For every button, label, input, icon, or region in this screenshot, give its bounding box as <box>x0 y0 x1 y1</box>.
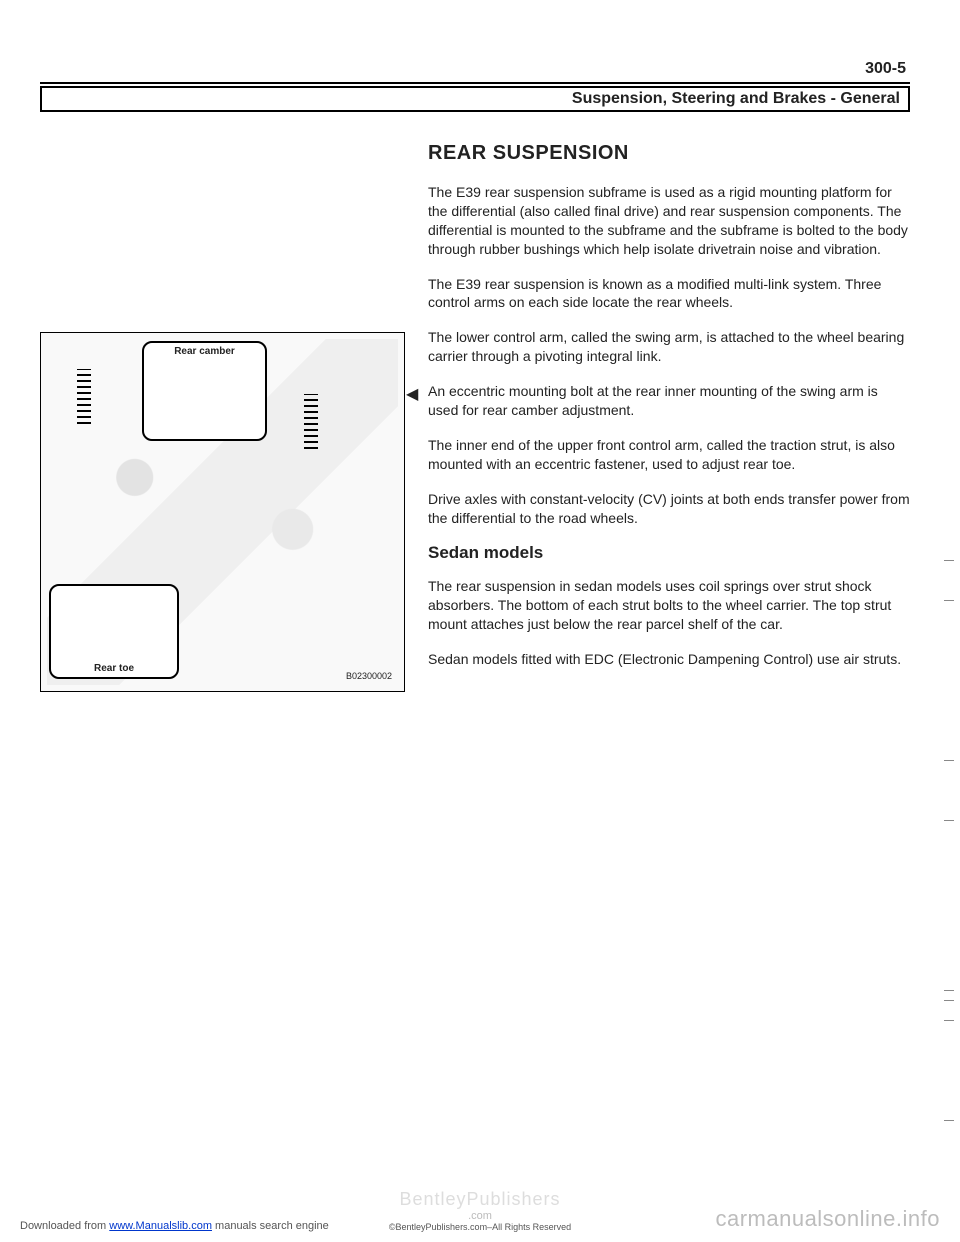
manual-page: 300-5 Suspension, Steering and Brakes - … <box>0 0 960 1242</box>
paragraph-with-callout: ◀ An eccentric mounting bolt at the rear… <box>428 382 910 420</box>
section-title: REAR SUSPENSION <box>428 142 910 165</box>
suspension-figure: Rear camber Rear toe B02300002 <box>40 332 405 692</box>
callout-arrow-icon: ◀ <box>406 384 418 406</box>
header-rule <box>40 82 910 84</box>
footer-link[interactable]: www.Manualslib.com <box>109 1220 212 1232</box>
footer-left-suffix: manuals search engine <box>212 1220 329 1232</box>
tick-mark <box>944 1120 954 1121</box>
coil-spring-icon <box>304 394 318 449</box>
page-number: 300-5 <box>40 60 910 78</box>
tick-mark <box>944 1000 954 1001</box>
right-column: REAR SUSPENSION The E39 rear suspension … <box>428 142 910 692</box>
tick-mark <box>944 990 954 991</box>
figure-drawing: Rear camber Rear toe B02300002 <box>47 339 398 685</box>
footer-left-prefix: Downloaded from <box>20 1220 109 1232</box>
rights-text: ©BentleyPublishers.com–All Rights Reserv… <box>389 1222 571 1232</box>
subsection-title: Sedan models <box>428 543 910 563</box>
paragraph-text: An eccentric mounting bolt at the rear i… <box>428 383 878 418</box>
inset-rear-toe: Rear toe <box>49 584 179 679</box>
inset-camber-label: Rear camber <box>174 346 235 357</box>
paragraph: The lower control arm, called the swing … <box>428 328 910 366</box>
coil-spring-icon <box>77 369 91 424</box>
publisher-ghost: BentleyPublishers <box>389 1189 571 1210</box>
paragraph: The rear suspension in sedan models uses… <box>428 577 910 634</box>
tick-mark <box>944 560 954 561</box>
header-title-box: Suspension, Steering and Brakes - Genera… <box>40 86 910 112</box>
paragraph: The E39 rear suspension subframe is used… <box>428 183 910 259</box>
footer-center: BentleyPublishers .com ©BentleyPublisher… <box>389 1189 571 1232</box>
margin-ticks <box>944 560 954 1182</box>
paragraph: The inner end of the upper front control… <box>428 436 910 474</box>
publisher-sub: .com <box>389 1210 571 1222</box>
footer-left: Downloaded from www.Manualslib.com manua… <box>20 1220 329 1232</box>
paragraph: Drive axles with constant-velocity (CV) … <box>428 490 910 528</box>
paragraph: The E39 rear suspension is known as a mo… <box>428 275 910 313</box>
left-column: Rear camber Rear toe B02300002 <box>40 142 410 692</box>
content-area: Rear camber Rear toe B02300002 REAR SUSP… <box>40 142 910 692</box>
inset-rear-camber: Rear camber <box>142 341 267 441</box>
tick-mark <box>944 1020 954 1021</box>
header-title: Suspension, Steering and Brakes - Genera… <box>572 90 900 107</box>
footer-watermark: carmanualsonline.info <box>715 1206 940 1232</box>
inset-toe-label: Rear toe <box>94 663 134 674</box>
tick-mark <box>944 760 954 761</box>
paragraph: Sedan models fitted with EDC (Electronic… <box>428 650 910 669</box>
tick-mark <box>944 600 954 601</box>
figure-number: B02300002 <box>346 671 392 681</box>
tick-mark <box>944 820 954 821</box>
